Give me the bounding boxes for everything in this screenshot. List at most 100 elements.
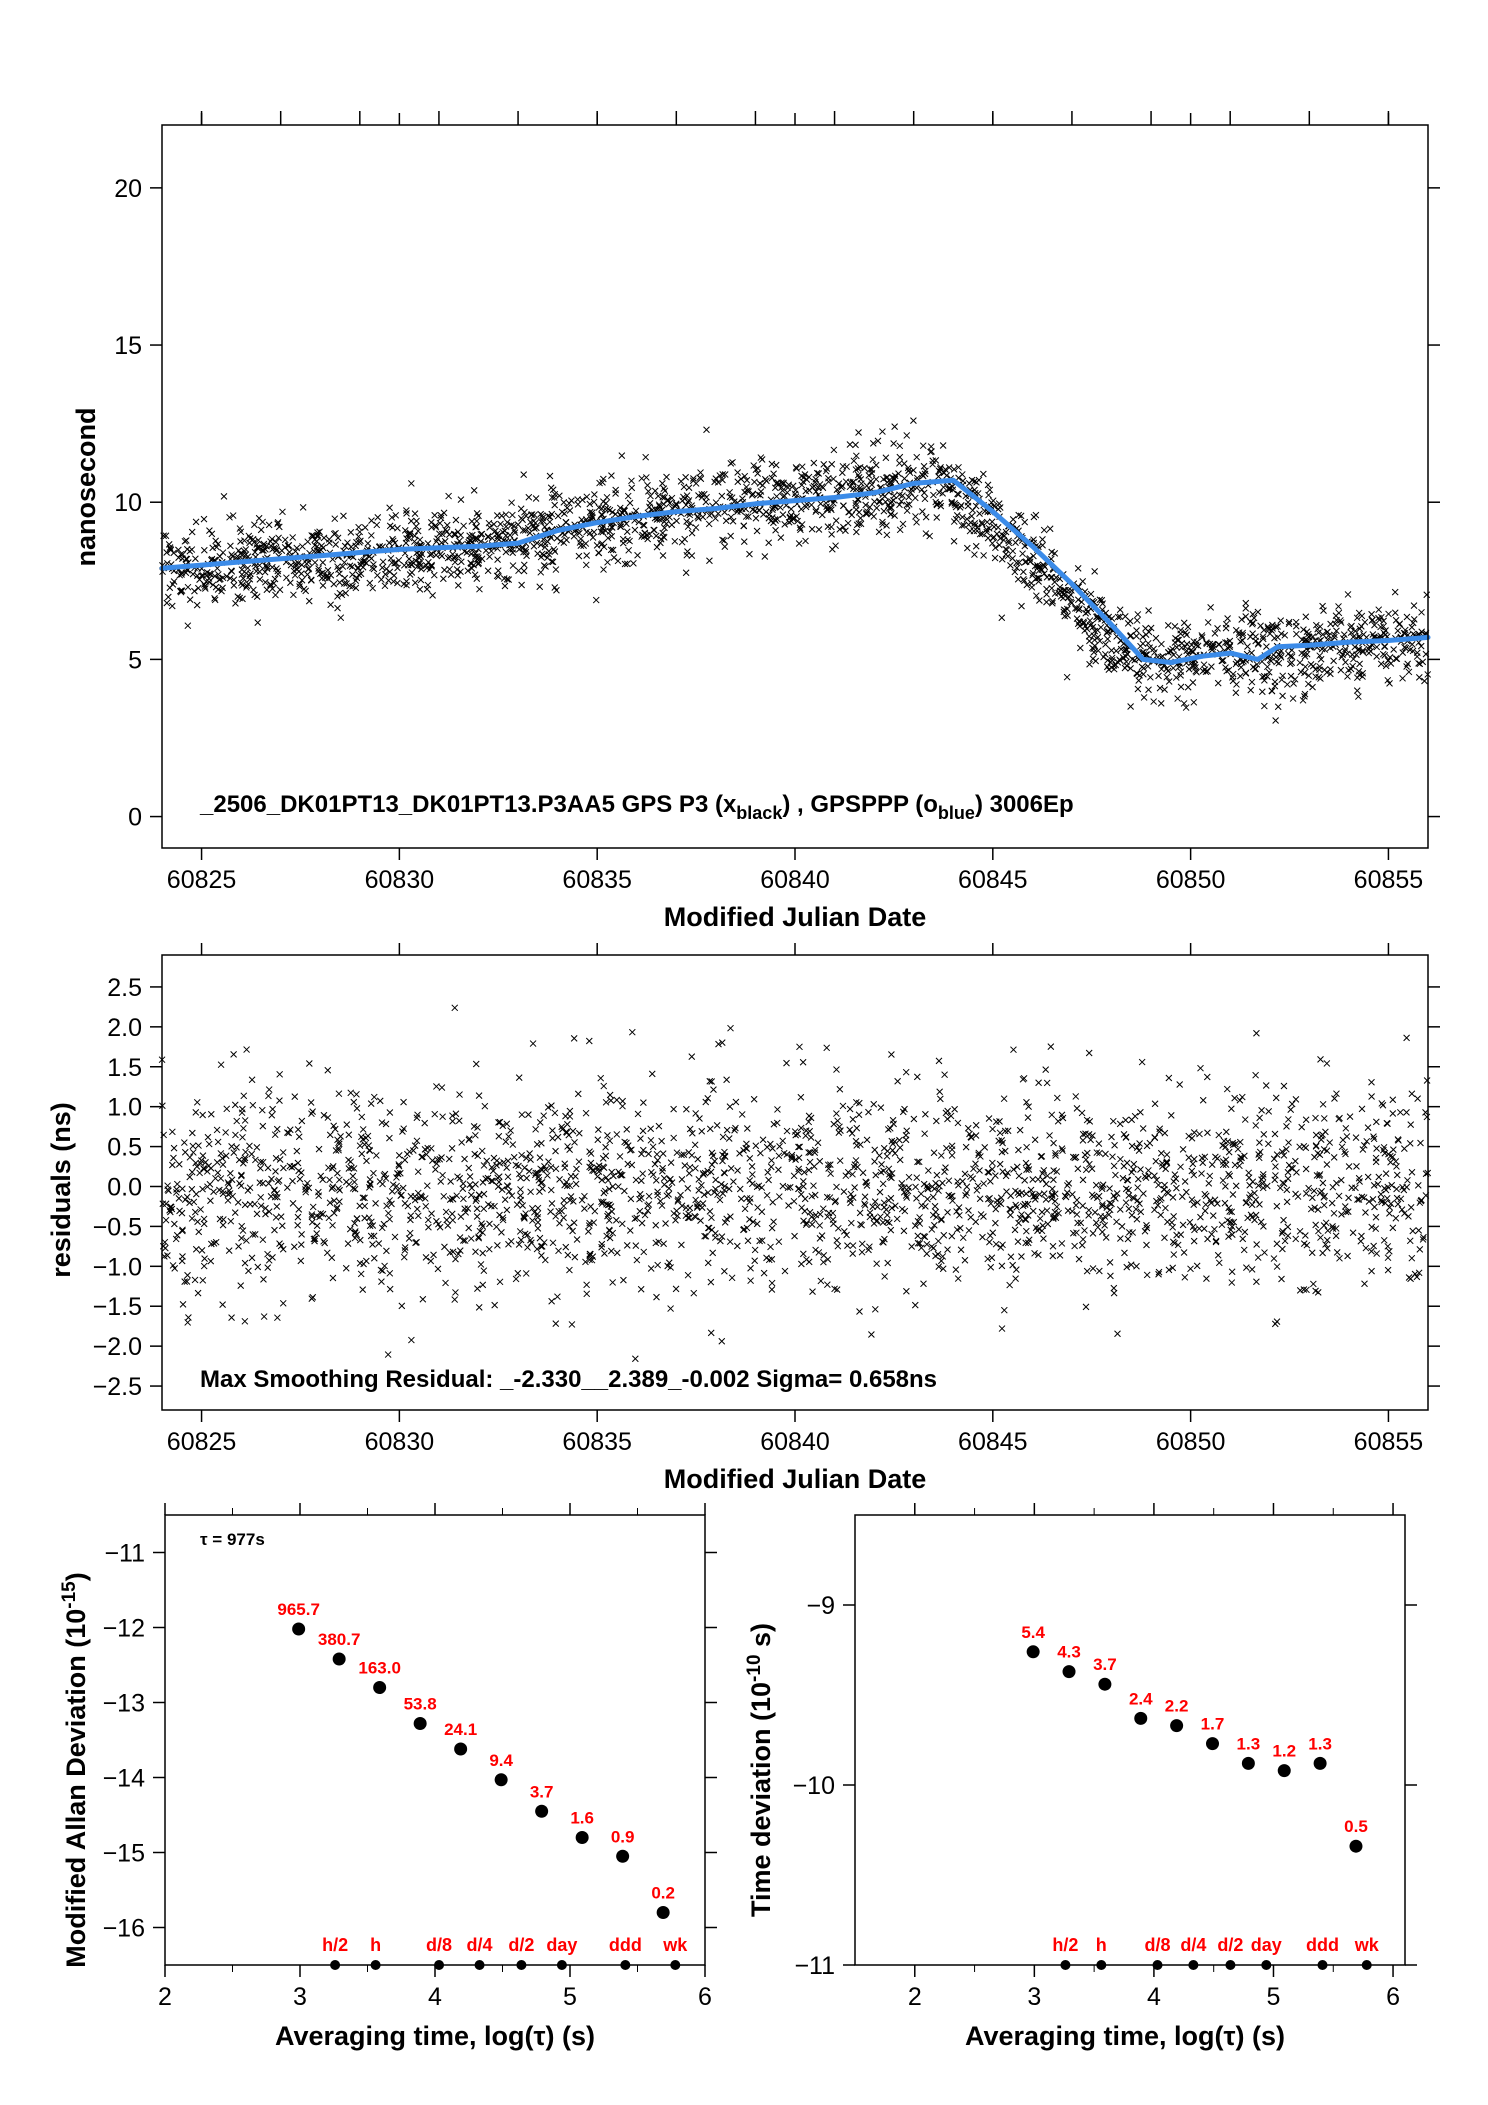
data-point	[619, 535, 627, 543]
residual-point	[1013, 1203, 1021, 1211]
residual-point	[370, 1169, 377, 1177]
residuals-xlabel: Modified Julian Date	[664, 1464, 927, 1494]
data-point	[812, 508, 820, 516]
data-point	[952, 501, 959, 509]
data-point	[1408, 623, 1416, 631]
residual-point	[849, 1116, 857, 1123]
residual-point	[812, 1246, 819, 1254]
data-point	[854, 465, 862, 472]
data-point	[1415, 674, 1423, 681]
data-point	[520, 567, 528, 575]
residuals-ylabel: residuals (ns)	[46, 1102, 76, 1278]
residual-point	[529, 1040, 537, 1047]
residual-point	[1361, 1280, 1368, 1288]
residual-point	[1317, 1056, 1324, 1063]
residual-point	[432, 1166, 439, 1173]
data-point	[609, 508, 616, 516]
residual-point	[751, 1246, 759, 1254]
residual-point	[399, 1184, 407, 1192]
data-point	[334, 563, 341, 571]
data-point	[390, 578, 397, 585]
data-point	[236, 550, 244, 557]
residual-point	[709, 1249, 717, 1257]
residual-point	[552, 1165, 560, 1173]
residual-point	[439, 1113, 446, 1121]
data-point	[882, 498, 889, 506]
data-point	[880, 507, 888, 515]
residual-point	[604, 1131, 611, 1139]
residual-point	[686, 1163, 694, 1171]
data-point	[1410, 615, 1418, 623]
x-tick-label: 60825	[167, 1428, 237, 1456]
data-point	[632, 507, 640, 515]
data-point	[1222, 639, 1229, 646]
data-point	[905, 467, 913, 474]
residual-point	[1155, 1181, 1162, 1189]
residual-point	[1012, 1201, 1020, 1209]
data-point	[626, 499, 634, 507]
residual-point	[658, 1202, 666, 1209]
data-point	[1399, 649, 1407, 656]
residual-point	[441, 1243, 448, 1251]
residual-point	[1324, 1227, 1332, 1234]
time-marker-dot	[434, 1960, 445, 1970]
residual-point	[560, 1197, 568, 1204]
data-point	[1359, 669, 1367, 677]
data-point	[1081, 627, 1089, 634]
data-point	[192, 555, 199, 563]
data-point	[1121, 647, 1129, 654]
data-point	[298, 576, 306, 584]
residual-point	[945, 1177, 953, 1185]
residual-point	[1296, 1227, 1304, 1235]
data-point	[1204, 619, 1212, 626]
data-point	[802, 537, 809, 545]
data-point	[682, 569, 690, 577]
data-point	[473, 523, 480, 531]
deviation-point	[332, 1652, 346, 1666]
data-point	[549, 558, 557, 566]
data-point	[748, 491, 756, 499]
data-point	[1384, 657, 1392, 664]
data-point	[511, 526, 518, 534]
residual-point	[1082, 1166, 1090, 1174]
residual-point	[561, 1164, 569, 1171]
residual-point	[659, 1150, 667, 1157]
data-point	[994, 524, 1002, 531]
data-point	[1094, 633, 1102, 641]
residual-point	[1000, 1095, 1008, 1103]
data-point	[532, 495, 540, 502]
data-point	[683, 518, 690, 525]
x-tick-label: 60830	[365, 866, 435, 894]
residual-point	[1106, 1206, 1114, 1214]
residual-point	[549, 1239, 557, 1247]
residual-point	[335, 1090, 343, 1098]
residual-point	[356, 1236, 364, 1244]
residual-point	[1372, 1158, 1380, 1166]
time-marker-label: h	[1096, 1935, 1107, 1955]
data-point	[743, 483, 750, 491]
data-point	[692, 524, 700, 531]
data-point	[1340, 631, 1348, 638]
data-point	[580, 542, 587, 549]
data-point	[1086, 660, 1093, 668]
data-point	[1198, 632, 1206, 639]
data-point	[862, 501, 870, 509]
residual-point	[1181, 1178, 1189, 1185]
residual-point	[621, 1187, 628, 1195]
residual-point	[1253, 1241, 1261, 1248]
residuals-annotation: Max Smoothing Residual: _-2.330__2.389_-…	[200, 1366, 937, 1393]
residual-point	[600, 1189, 608, 1197]
x-tick-label: 60835	[562, 1428, 632, 1456]
plot-frame	[164, 1514, 706, 1966]
residual-point	[1024, 1114, 1032, 1121]
data-point	[919, 508, 926, 515]
residual-point	[179, 1227, 186, 1235]
data-point	[918, 486, 926, 493]
point-value-label: 2.4	[1129, 1689, 1153, 1708]
point-value-label: 1.3	[1308, 1734, 1332, 1753]
residual-point	[541, 1256, 549, 1264]
residual-point	[309, 1203, 317, 1211]
data-point	[272, 538, 280, 546]
data-point	[1032, 592, 1040, 600]
data-point	[551, 584, 559, 591]
